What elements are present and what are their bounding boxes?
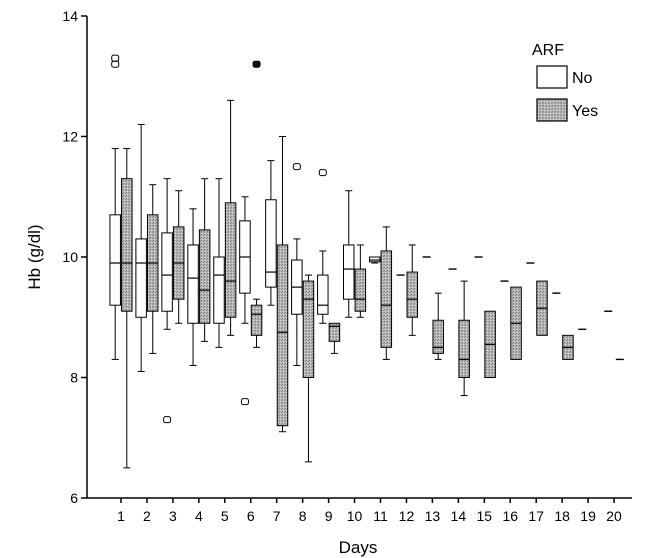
legend-title: ARF [532,42,564,59]
box-no-day-8 [291,163,303,366]
box-yes-day-6 [250,60,263,348]
iqr-box [276,244,289,427]
iqr-box [265,199,277,288]
outlier-point [252,60,261,68]
x-tick-label: 19 [580,508,596,524]
iqr-box [109,214,121,306]
y-axis-label: Hb (g/dl) [25,224,44,289]
iqr-box [354,268,367,312]
box-yes-day-17 [536,280,548,336]
box-no-day-6 [239,196,251,406]
legend-swatch-no [536,65,568,89]
y-tick-label: 12 [62,129,78,145]
iqr-box [250,304,263,336]
legend: ARF No Yes [532,42,598,122]
box-no-day-10 [343,190,355,318]
box-yes-day-2 [147,184,159,354]
box-yes-day-1 [121,148,133,469]
x-tick-label: 8 [299,508,307,524]
outlier-point [318,169,327,177]
x-tick-label: 18 [554,508,570,524]
x-tick-label: 2 [143,508,151,524]
iqr-box [380,250,393,348]
box-no-day-5 [213,178,225,348]
box-yes-day-18 [562,334,574,360]
box-yes-day-9 [328,322,341,354]
iqr-box [224,202,237,318]
iqr-box [328,322,341,342]
box-yes-day-13 [432,292,444,360]
x-tick-label: 16 [502,508,518,524]
legend-swatch-yes [536,98,568,122]
outlier-point [111,60,120,68]
iqr-box [302,280,315,379]
box-yes-day-8 [302,274,315,463]
box-no-day-2 [135,123,147,372]
x-tick-label: 4 [195,508,203,524]
boxes [109,54,624,469]
iqr-box [368,256,381,263]
iqr-box [198,229,211,324]
x-tick-label: 10 [347,508,363,524]
y-tick-label: 6 [70,490,78,506]
iqr-box [161,232,173,312]
x-tick-label: 13 [425,508,441,524]
box-yes-day-14 [458,280,470,397]
iqr-box [406,271,418,318]
iqr-box [432,319,444,354]
x-tick-label: 5 [221,508,229,524]
y-tick-label: 8 [70,370,78,386]
outlier-point [111,54,120,62]
box-no-day-9 [317,169,329,324]
box-yes-day-16 [510,286,522,360]
box-yes-day-4 [198,178,211,342]
legend-label-no: No [572,70,593,87]
iqr-box [317,274,329,315]
x-tick-label: 7 [273,508,281,524]
box-yes-day-10 [354,244,367,318]
iqr-box [213,256,225,324]
legend-label-yes: Yes [572,103,598,120]
box-no-day-1 [109,54,121,360]
box-yes-day-12 [406,244,418,336]
box-yes-day-11 [380,226,393,360]
outlier-point [163,416,172,424]
y-tick-label: 14 [62,8,78,24]
x-tick-label: 3 [169,508,177,524]
iqr-box [121,178,133,312]
box-no-day-11 [368,256,381,264]
box-yes-day-3 [172,190,185,324]
iqr-box [187,244,199,324]
x-tick-label: 6 [247,508,255,524]
box-no-day-7 [265,160,277,306]
x-tick-label: 12 [399,508,415,524]
x-tick-label: 17 [528,508,544,524]
box-no-day-4 [187,208,199,366]
y-tick-label: 10 [62,249,78,265]
iqr-box [458,319,470,379]
outlier-point [240,398,249,406]
box-no-day-3 [161,178,173,424]
box-yes-day-5 [224,99,237,336]
x-axis-label: Days [339,538,378,557]
x-tick-label: 1 [117,508,125,524]
x-tick-label: 11 [373,508,388,524]
x-tick-label: 9 [325,508,333,524]
x-tick-label: 20 [606,508,622,524]
iqr-box [135,238,147,318]
box-yes-day-15 [484,310,496,379]
outlier-point [292,163,301,171]
iqr-box [343,244,355,300]
box-yes-day-7 [276,136,289,433]
x-tick-label: 14 [451,508,467,524]
x-tick-label: 15 [477,508,493,524]
